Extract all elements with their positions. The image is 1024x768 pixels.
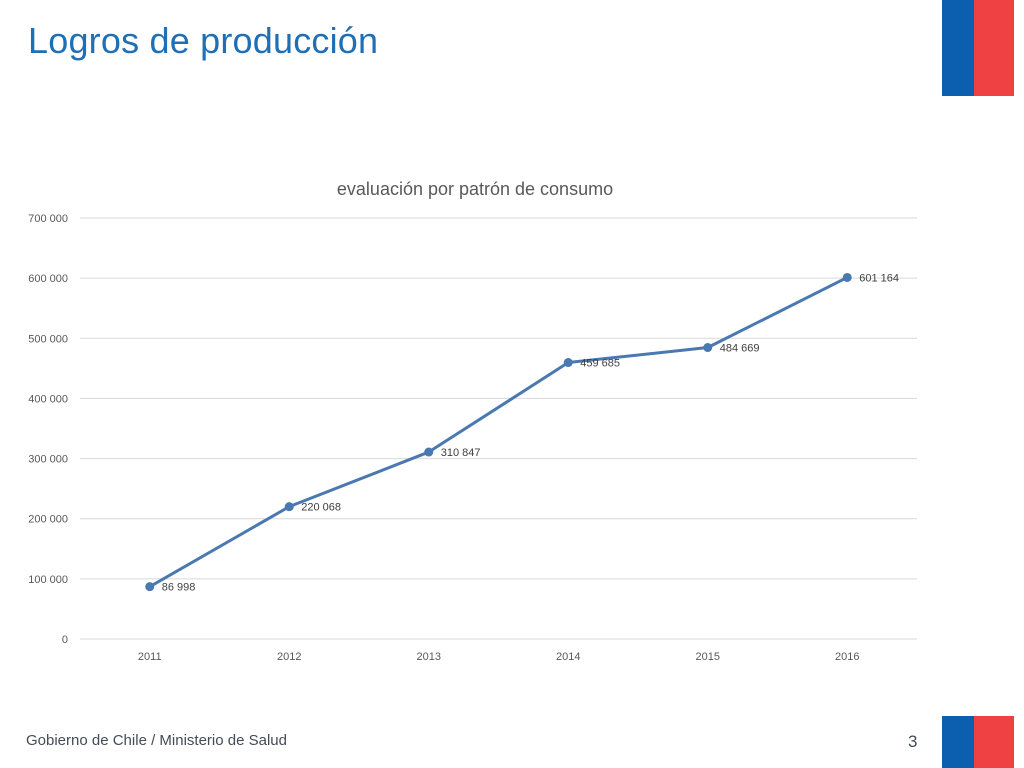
data-label: 310 847 [441, 447, 481, 459]
series-line [149, 276, 848, 588]
flag-top-red [974, 0, 1014, 96]
y-tick-label: 700 000 [28, 213, 68, 225]
data-point [563, 358, 573, 368]
data-label: 601 164 [859, 272, 899, 284]
flag-top-blue [942, 0, 974, 96]
x-tick-label: 2012 [277, 651, 301, 663]
data-label: 220 068 [301, 502, 341, 514]
data-point [842, 272, 852, 282]
data-label: 459 685 [580, 358, 620, 370]
x-tick-label: 2013 [417, 651, 441, 663]
slide-title: Logros de producción [28, 20, 379, 61]
y-tick-label: 0 [62, 634, 68, 646]
y-tick-label: 200 000 [28, 514, 68, 526]
page-number: 3 [908, 732, 918, 751]
data-point [703, 343, 713, 353]
y-tick-label: 500 000 [28, 333, 68, 345]
data-point [424, 447, 434, 457]
flag-bottom-red [974, 716, 1014, 768]
x-tick-label: 2016 [835, 651, 859, 663]
data-point [145, 582, 155, 592]
x-tick-label: 2015 [696, 651, 720, 663]
x-tick-label: 2011 [138, 651, 162, 663]
flag-top [942, 0, 1014, 96]
flag-bottom [942, 716, 1014, 768]
data-point [284, 502, 294, 512]
footer-text: Gobierno de Chile / Ministerio de Salud [26, 732, 287, 749]
data-label: 484 669 [720, 343, 760, 355]
y-tick-label: 100 000 [28, 574, 68, 586]
y-tick-label: 300 000 [28, 454, 68, 466]
x-tick-label: 2014 [556, 651, 580, 663]
y-tick-label: 400 000 [28, 393, 68, 405]
chart-title: evaluación por patrón de consumo [337, 179, 613, 199]
flag-bottom-blue [942, 716, 974, 768]
data-label: 86 998 [162, 582, 196, 594]
y-tick-label: 600 000 [28, 273, 68, 285]
